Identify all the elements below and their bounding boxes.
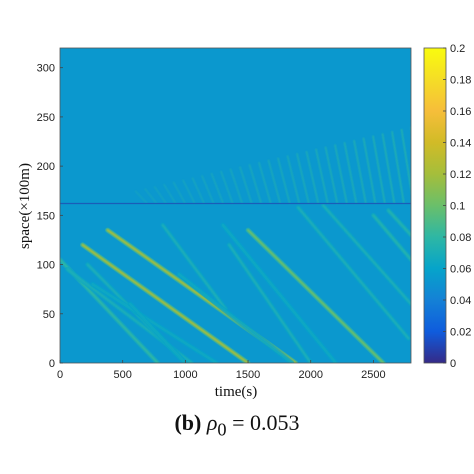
x-axis-label: time(s): [215, 384, 258, 400]
caption-value: = 0.053: [226, 410, 300, 435]
x-axis-ticks: 0 500 1000 1500 2000 2500: [57, 360, 386, 381]
band-15: [387, 209, 411, 237]
colorbar-tick-label: 0: [450, 358, 456, 370]
colorbar-tick-label: 0.04: [450, 295, 471, 307]
x-tick-label: 0: [57, 369, 63, 381]
colorbar-ticks: 0 0.02 0.04 0.06 0.08 0.1 0.12 0.14 0.16 0.18 0.2: [443, 43, 471, 370]
caption-panel-label: (b): [174, 410, 202, 435]
stripe-9: [220, 170, 234, 204]
band-7: [161, 223, 227, 311]
stripe-10: [229, 168, 243, 204]
band-14: [372, 214, 411, 261]
band-6: [128, 302, 187, 363]
stripe-13: [258, 161, 272, 204]
y-tick-label: 200: [37, 161, 55, 173]
band-12: [322, 204, 411, 306]
stripe-20: [324, 146, 339, 204]
x-tick-label: 500: [113, 369, 131, 381]
stripe-23: [353, 139, 367, 204]
y-axis-label: space(×100m): [17, 163, 33, 249]
stripe-15: [277, 157, 291, 204]
heatmap-bands: [60, 126, 411, 363]
colorbar-tick-label: 0.12: [450, 169, 471, 181]
colorbar-tick-label: 0.06: [450, 264, 471, 276]
stripe-1: [144, 188, 158, 205]
y-tick-label: 300: [37, 63, 55, 75]
band-4: [91, 283, 218, 363]
colorbar-tick-label: 0.16: [450, 106, 471, 118]
stripe-25: [372, 135, 386, 204]
colorbar-tick-label: 0.18: [450, 75, 471, 87]
stripe-17: [296, 153, 310, 204]
x-tick-label: 1500: [236, 369, 260, 381]
colorbar-tick-label: 0.1: [450, 201, 465, 213]
y-tick-label: 0: [49, 358, 55, 370]
stripe-8: [210, 172, 224, 204]
stripe-6: [191, 177, 205, 204]
colorbar: [423, 47, 447, 364]
band-11: [246, 228, 385, 363]
stripe-7: [201, 174, 215, 204]
stripe-29: [410, 126, 411, 132]
stripe-4: [172, 181, 186, 204]
stripe-28: [400, 128, 411, 194]
y-axis-ticks: 0 50 100 150 200 250 300: [37, 63, 63, 370]
band-10: [221, 223, 337, 363]
x-tick-label: 2500: [361, 369, 385, 381]
x-tick-label: 2000: [298, 369, 322, 381]
band-8: [177, 273, 294, 363]
stripe-5: [182, 179, 196, 204]
stripe-19: [315, 148, 329, 204]
stripe-14: [267, 159, 282, 204]
y-tick-label: 50: [43, 309, 55, 321]
band-13: [296, 206, 410, 340]
stripe-2: [153, 185, 167, 204]
stripe-21: [334, 144, 348, 204]
y-tick-label: 150: [37, 210, 55, 222]
y-tick-label: 250: [37, 112, 55, 124]
stripe-0: [134, 190, 148, 205]
colorbar-tick-label: 0.02: [450, 327, 471, 339]
plot-frame: [59, 47, 412, 364]
caption-symbol: ρ: [206, 410, 218, 435]
y-tick-label: 100: [37, 260, 55, 272]
colorbar-tick-label: 0.08: [450, 232, 471, 244]
colorbar-tick-label: 0.14: [450, 138, 471, 150]
stripe-3: [163, 183, 177, 204]
figure-caption: (b) ρ0 = 0.053: [0, 410, 474, 440]
x-tick-label: 1000: [173, 369, 197, 381]
band-9: [228, 243, 312, 363]
colorbar-tick-label: 0.2: [450, 43, 465, 55]
stripe-27: [391, 131, 405, 204]
stripe-26: [381, 133, 396, 204]
stripe-12: [248, 164, 263, 204]
stripe-11: [239, 166, 253, 204]
stripe-18: [305, 150, 320, 204]
stripe-24: [362, 137, 377, 204]
stripe-16: [286, 155, 301, 204]
stripe-22: [343, 142, 358, 204]
band-2: [81, 243, 250, 363]
caption-subscript: 0: [217, 419, 227, 440]
